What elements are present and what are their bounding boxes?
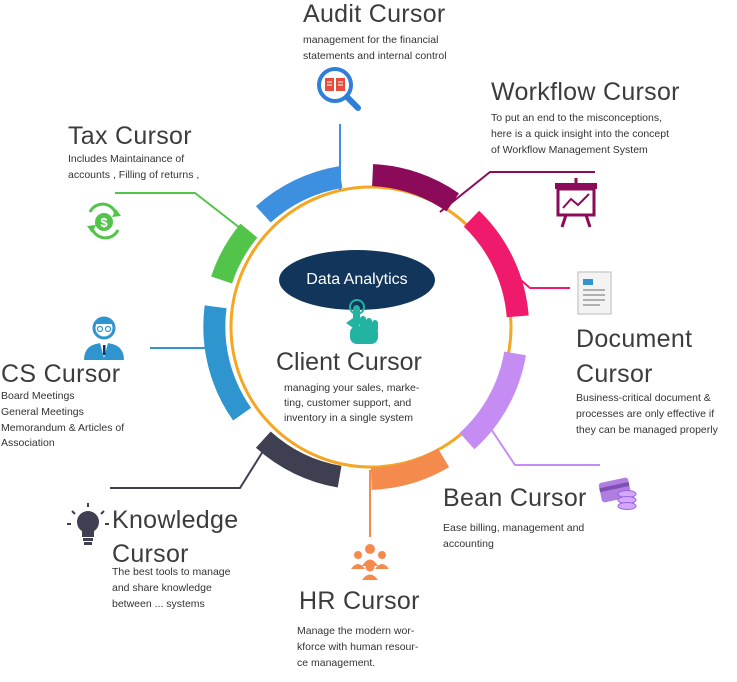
businessman-icon xyxy=(84,316,124,360)
connector-workflow xyxy=(439,171,595,213)
connector-tax xyxy=(115,192,241,229)
dollar-cycle-icon: $ xyxy=(87,202,121,240)
client-cursor-desc: managing your sales, marke- ting, custom… xyxy=(284,382,420,425)
tax-cursor-desc: Includes Maintainance of accounts , Fill… xyxy=(68,153,200,181)
connector-document xyxy=(499,261,570,289)
hr-cursor-desc: Manage the modern wor- kforce with human… xyxy=(297,625,419,669)
hand-cursor-icon xyxy=(346,299,378,344)
connector-knowledge xyxy=(110,439,271,489)
svg-text:$: $ xyxy=(100,215,108,230)
arc-audit xyxy=(255,166,343,223)
workflow-cursor-title: Workflow Cursor xyxy=(491,78,680,106)
arc-cs xyxy=(203,305,252,421)
arc-bean xyxy=(459,351,526,450)
cs-cursor-title: CS Cursor xyxy=(1,360,121,388)
arc-workflow xyxy=(371,164,460,212)
knowledge-cursor-title: Knowledge Cursor xyxy=(112,506,239,568)
arc-tax xyxy=(211,223,258,284)
client-cursor-title: Client Cursor xyxy=(276,348,422,376)
document-cursor-desc: Business-critical document & processes a… xyxy=(576,392,718,436)
arc-hr xyxy=(370,448,450,490)
hr-cursor-title: HR Cursor xyxy=(299,587,420,615)
knowledge-cursor-desc: The best tools to manage and share knowl… xyxy=(112,566,231,610)
book-magnifier-icon xyxy=(317,67,361,111)
lightbulb-icon xyxy=(67,503,109,545)
tax-cursor-title: Tax Cursor xyxy=(68,122,192,150)
audit-cursor-title: Audit Cursor xyxy=(303,0,446,28)
data-analytics-label: Data Analytics xyxy=(306,271,408,288)
people-group-icon xyxy=(351,544,389,580)
arc-document xyxy=(463,210,529,318)
bean-cursor-title: Bean Cursor xyxy=(443,484,587,512)
presentation-chart-icon xyxy=(555,178,597,228)
audit-cursor-desc: management for the financial statements … xyxy=(303,34,447,62)
inner-ring xyxy=(229,185,513,469)
connector-bean xyxy=(484,419,600,466)
credit-card-coins-icon xyxy=(598,477,637,510)
workflow-cursor-desc: To put an end to the misconceptions, her… xyxy=(491,112,670,156)
document-cursor-title: Document Cursor xyxy=(576,325,693,388)
document-icon xyxy=(577,271,612,315)
arc-knowledge xyxy=(255,431,342,488)
data-analytics-badge xyxy=(279,250,435,310)
cs-cursor-desc: Board Meetings General Meetings Memorand… xyxy=(1,390,125,450)
bean-cursor-desc: Ease billing, management and accounting xyxy=(443,522,585,550)
